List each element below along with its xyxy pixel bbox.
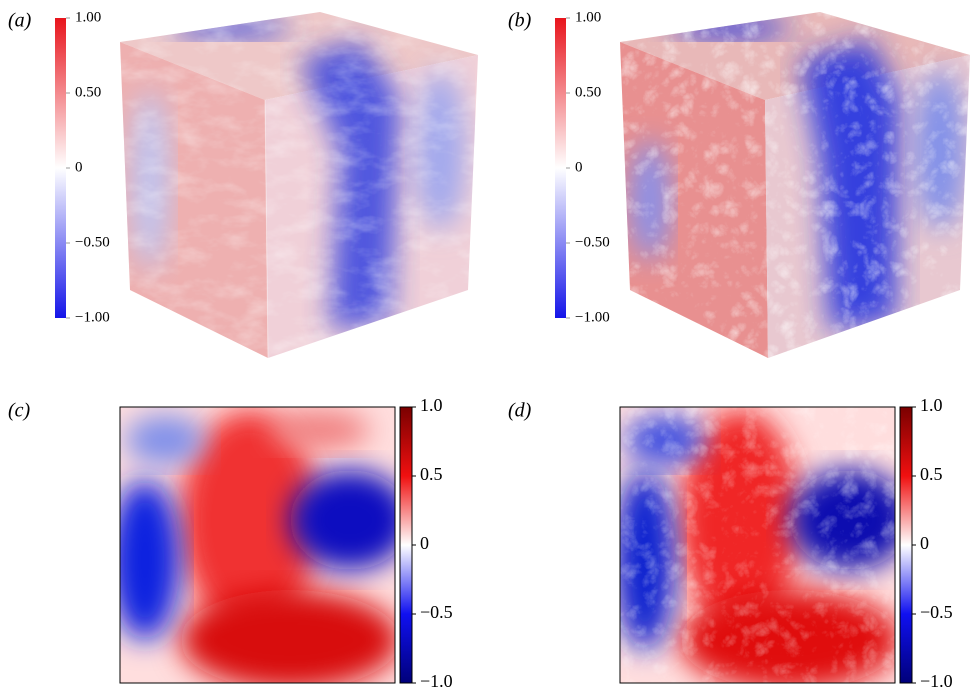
plot-frame (619, 406, 896, 684)
colorbar (55, 18, 66, 318)
colorbar-tick-label: 1.0 (420, 395, 443, 415)
cube-render (620, 12, 970, 358)
panel-label: (b) (508, 10, 532, 32)
colorbar-tick-label: 0.50 (575, 84, 601, 100)
colorbar-tick-label: −1.00 (575, 309, 610, 325)
colorbar-tick-label: 1.00 (575, 9, 601, 25)
colorbar (899, 406, 913, 684)
colorbar (555, 18, 566, 318)
plot-frame (119, 406, 396, 684)
heatmap (620, 407, 895, 683)
colorbar (399, 406, 413, 684)
colorbar-tick-label: 0 (575, 159, 583, 175)
colorbar-tick-label: −0.50 (575, 234, 610, 250)
colorbar-tick-label: 0 (420, 533, 429, 553)
colorbar-tick-label: −0.5 (420, 602, 453, 622)
colorbar-tick-label: 0 (75, 159, 83, 175)
colorbar-tick-label: 1.0 (920, 395, 943, 415)
panel-label: (d) (508, 400, 532, 422)
colorbar-tick-label: 0 (920, 533, 929, 553)
colorbar-tick-label: 1.00 (75, 9, 101, 25)
colorbar-tick-label: 0.5 (420, 464, 443, 484)
colorbar-tick-label: 0.50 (75, 84, 101, 100)
colorbar-tick-label: −1.00 (75, 309, 110, 325)
colorbar-tick-label: 0.5 (920, 464, 943, 484)
colorbar-tick-label: −0.50 (75, 234, 110, 250)
colorbar-tick-label: −1.0 (920, 671, 953, 691)
colorbar-tick-label: −0.5 (920, 602, 953, 622)
heatmap (120, 407, 395, 683)
colorbar-tick-label: −1.0 (420, 671, 453, 691)
cube-render (120, 12, 478, 359)
panel-label: (c) (8, 400, 31, 422)
panel-label: (a) (8, 10, 32, 32)
